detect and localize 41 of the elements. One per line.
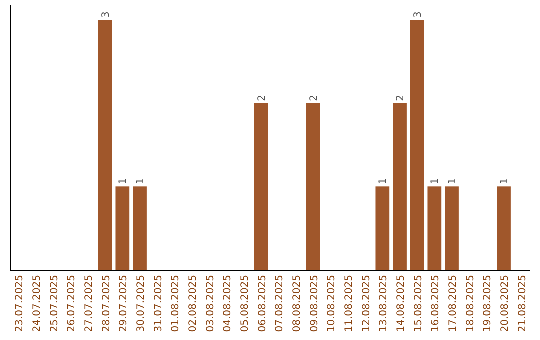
x-tick-label: 20.08.2025 — [500, 275, 511, 332]
x-tick-label: 15.08.2025 — [413, 275, 424, 332]
data-label: 3 — [100, 12, 112, 18]
x-tick-label: 06.08.2025 — [257, 275, 268, 332]
data-label: 2 — [308, 94, 320, 102]
data-label: 1 — [500, 178, 510, 185]
data-label: 2 — [396, 94, 406, 102]
x-tick-label: 29.07.2025 — [118, 275, 130, 332]
x-tick-label: 23.07.2025 — [14, 275, 26, 332]
x-tick-label: 21.08.2025 — [517, 275, 528, 332]
x-tick-label: 18.08.2025 — [465, 275, 476, 332]
x-tick-label: 31.07.2025 — [153, 275, 164, 332]
x-tick-label: 16.08.2025 — [430, 275, 442, 332]
x-tick-label: 30.07.2025 — [136, 275, 147, 332]
data-label: 2 — [256, 94, 268, 102]
x-tick-label: 27.07.2025 — [84, 275, 95, 332]
x-tick-label: 13.08.2025 — [378, 275, 390, 332]
x-tick-label: 02.08.2025 — [188, 275, 199, 332]
data-label: 1 — [378, 178, 390, 185]
x-tick-label: 17.08.2025 — [448, 275, 459, 332]
x-tick-label: 07.08.2025 — [274, 275, 286, 332]
x-tick-label: 10.08.2025 — [326, 275, 338, 332]
x-tick-label: 11.08.2025 — [344, 275, 355, 332]
data-label: 1 — [430, 178, 442, 185]
data-label: 1 — [136, 178, 146, 185]
data-label: 3 — [412, 12, 424, 18]
x-tick-label: 01.08.2025 — [170, 275, 182, 332]
data-label: 1 — [448, 178, 458, 185]
x-tick-label: 12.08.2025 — [361, 275, 372, 332]
x-tick-label: 14.08.2025 — [396, 275, 407, 332]
x-tick-label: 05.08.2025 — [240, 275, 251, 332]
x-tick-label: 24.07.2025 — [32, 275, 43, 332]
x-tick-label: 09.08.2025 — [309, 275, 320, 332]
x-tick-label: 08.08.2025 — [292, 275, 303, 332]
x-tick-label: 25.07.2025 — [49, 275, 60, 332]
data-label: 1 — [118, 178, 130, 185]
x-tick-label: 19.08.2025 — [482, 275, 494, 332]
x-tick-label: 03.08.2025 — [205, 275, 216, 332]
x-tick-label: 26.07.2025 — [66, 275, 78, 332]
x-tick-label: 04.08.2025 — [222, 275, 234, 332]
x-tick-label: 28.07.2025 — [101, 275, 112, 332]
